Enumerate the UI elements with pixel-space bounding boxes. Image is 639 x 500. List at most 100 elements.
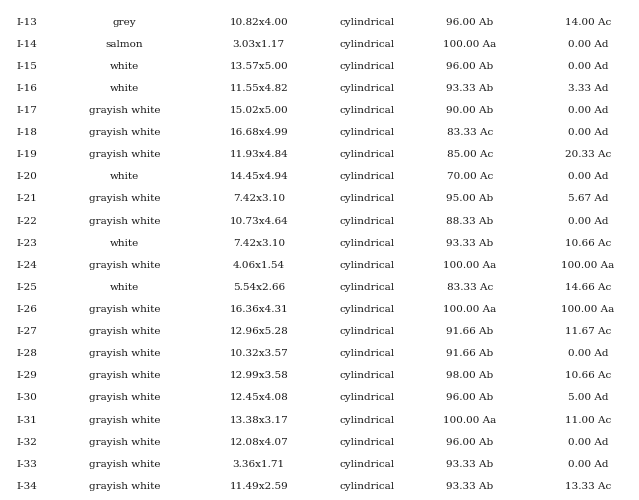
Text: 14.66 Ac: 14.66 Ac — [565, 283, 611, 292]
Text: cylindrical: cylindrical — [340, 216, 395, 226]
Text: grayish white: grayish white — [89, 327, 160, 336]
Text: cylindrical: cylindrical — [340, 261, 395, 270]
Text: 20.33 Ac: 20.33 Ac — [565, 150, 611, 159]
Text: 91.66 Ab: 91.66 Ab — [446, 350, 493, 358]
Text: I-33: I-33 — [16, 460, 37, 469]
Text: 91.66 Ab: 91.66 Ab — [446, 327, 493, 336]
Text: I-34: I-34 — [16, 482, 37, 491]
Text: 0.00 Ad: 0.00 Ad — [567, 62, 608, 71]
Text: I-20: I-20 — [16, 172, 37, 182]
Text: 0.00 Ad: 0.00 Ad — [567, 40, 608, 48]
Text: I-15: I-15 — [16, 62, 37, 71]
Text: I-31: I-31 — [16, 416, 37, 424]
Text: 96.00 Ab: 96.00 Ab — [446, 438, 493, 446]
Text: 100.00 Aa: 100.00 Aa — [443, 305, 497, 314]
Text: 11.93x4.84: 11.93x4.84 — [229, 150, 288, 159]
Text: 10.66 Ac: 10.66 Ac — [565, 238, 611, 248]
Text: cylindrical: cylindrical — [340, 438, 395, 446]
Text: 85.00 Ac: 85.00 Ac — [447, 150, 493, 159]
Text: I-27: I-27 — [16, 327, 37, 336]
Text: 93.33 Ab: 93.33 Ab — [446, 238, 493, 248]
Text: 11.49x2.59: 11.49x2.59 — [229, 482, 288, 491]
Text: 7.42x3.10: 7.42x3.10 — [233, 194, 285, 203]
Text: grayish white: grayish white — [89, 460, 160, 469]
Text: 13.38x3.17: 13.38x3.17 — [229, 416, 288, 424]
Text: 4.06x1.54: 4.06x1.54 — [233, 261, 285, 270]
Text: cylindrical: cylindrical — [340, 394, 395, 402]
Text: I-26: I-26 — [16, 305, 37, 314]
Text: grayish white: grayish white — [89, 106, 160, 115]
Text: 88.33 Ab: 88.33 Ab — [446, 216, 493, 226]
Text: I-25: I-25 — [16, 283, 37, 292]
Text: 0.00 Ad: 0.00 Ad — [567, 350, 608, 358]
Text: 100.00 Aa: 100.00 Aa — [561, 261, 615, 270]
Text: cylindrical: cylindrical — [340, 84, 395, 93]
Text: white: white — [110, 283, 139, 292]
Text: 10.32x3.57: 10.32x3.57 — [229, 350, 288, 358]
Text: grayish white: grayish white — [89, 128, 160, 137]
Text: white: white — [110, 238, 139, 248]
Text: cylindrical: cylindrical — [340, 238, 395, 248]
Text: cylindrical: cylindrical — [340, 482, 395, 491]
Text: I-24: I-24 — [16, 261, 37, 270]
Text: 96.00 Ab: 96.00 Ab — [446, 62, 493, 71]
Text: 0.00 Ad: 0.00 Ad — [567, 172, 608, 182]
Text: cylindrical: cylindrical — [340, 283, 395, 292]
Text: cylindrical: cylindrical — [340, 40, 395, 48]
Text: 93.33 Ab: 93.33 Ab — [446, 460, 493, 469]
Text: salmon: salmon — [106, 40, 143, 48]
Text: grey: grey — [113, 18, 136, 26]
Text: 10.73x4.64: 10.73x4.64 — [229, 216, 288, 226]
Text: 14.00 Ac: 14.00 Ac — [565, 18, 611, 26]
Text: 12.45x4.08: 12.45x4.08 — [229, 394, 288, 402]
Text: 12.08x4.07: 12.08x4.07 — [229, 438, 288, 446]
Text: I-22: I-22 — [16, 216, 37, 226]
Text: white: white — [110, 84, 139, 93]
Text: 0.00 Ad: 0.00 Ad — [567, 460, 608, 469]
Text: 93.33 Ab: 93.33 Ab — [446, 84, 493, 93]
Text: grayish white: grayish white — [89, 372, 160, 380]
Text: 100.00 Aa: 100.00 Aa — [443, 261, 497, 270]
Text: I-30: I-30 — [16, 394, 37, 402]
Text: cylindrical: cylindrical — [340, 305, 395, 314]
Text: 0.00 Ad: 0.00 Ad — [567, 216, 608, 226]
Text: grayish white: grayish white — [89, 305, 160, 314]
Text: cylindrical: cylindrical — [340, 350, 395, 358]
Text: grayish white: grayish white — [89, 482, 160, 491]
Text: 100.00 Aa: 100.00 Aa — [443, 416, 497, 424]
Text: cylindrical: cylindrical — [340, 416, 395, 424]
Text: grayish white: grayish white — [89, 438, 160, 446]
Text: cylindrical: cylindrical — [340, 128, 395, 137]
Text: grayish white: grayish white — [89, 261, 160, 270]
Text: grayish white: grayish white — [89, 350, 160, 358]
Text: 16.36x4.31: 16.36x4.31 — [229, 305, 288, 314]
Text: white: white — [110, 172, 139, 182]
Text: 83.33 Ac: 83.33 Ac — [447, 128, 493, 137]
Text: I-32: I-32 — [16, 438, 37, 446]
Text: cylindrical: cylindrical — [340, 194, 395, 203]
Text: cylindrical: cylindrical — [340, 327, 395, 336]
Text: 95.00 Ab: 95.00 Ab — [446, 194, 493, 203]
Text: 13.33 Ac: 13.33 Ac — [565, 482, 611, 491]
Text: grayish white: grayish white — [89, 150, 160, 159]
Text: 70.00 Ac: 70.00 Ac — [447, 172, 493, 182]
Text: 96.00 Ab: 96.00 Ab — [446, 394, 493, 402]
Text: 90.00 Ab: 90.00 Ab — [446, 106, 493, 115]
Text: 93.33 Ab: 93.33 Ab — [446, 482, 493, 491]
Text: 12.96x5.28: 12.96x5.28 — [229, 327, 288, 336]
Text: grayish white: grayish white — [89, 416, 160, 424]
Text: 0.00 Ad: 0.00 Ad — [567, 128, 608, 137]
Text: 7.42x3.10: 7.42x3.10 — [233, 238, 285, 248]
Text: 5.67 Ad: 5.67 Ad — [567, 194, 608, 203]
Text: I-28: I-28 — [16, 350, 37, 358]
Text: 0.00 Ad: 0.00 Ad — [567, 438, 608, 446]
Text: 16.68x4.99: 16.68x4.99 — [229, 128, 288, 137]
Text: 0.00 Ad: 0.00 Ad — [567, 106, 608, 115]
Text: 14.45x4.94: 14.45x4.94 — [229, 172, 288, 182]
Text: I-16: I-16 — [16, 84, 37, 93]
Text: cylindrical: cylindrical — [340, 18, 395, 26]
Text: cylindrical: cylindrical — [340, 372, 395, 380]
Text: I-18: I-18 — [16, 128, 37, 137]
Text: I-14: I-14 — [16, 40, 37, 48]
Text: grayish white: grayish white — [89, 394, 160, 402]
